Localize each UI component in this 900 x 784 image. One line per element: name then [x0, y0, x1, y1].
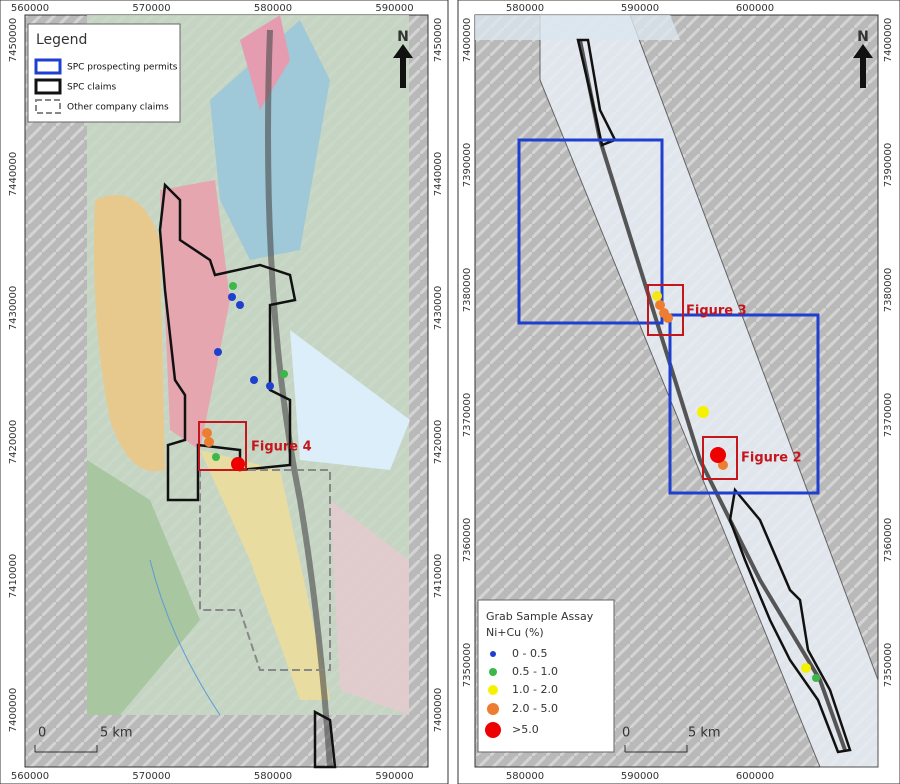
figure-label: Figure 2 [741, 451, 802, 466]
legend-item: 2.0 - 5.0 [512, 702, 558, 715]
left-map [0, 0, 449, 784]
legend-item: SPC prospecting permits [67, 63, 178, 73]
y-coord-label: 7430000 [8, 286, 19, 331]
x-coord-label: 580000 [506, 771, 544, 782]
y-coord-label: 7430000 [433, 286, 444, 331]
y-coord-label: 7350000 [883, 643, 894, 688]
y-coord-label: 7360000 [883, 518, 894, 563]
y-coord-label: 7400000 [883, 18, 894, 63]
x-coord-label: 570000 [132, 771, 170, 782]
x-coord-label: 580000 [506, 3, 544, 14]
x-coord-label: 600000 [736, 3, 774, 14]
y-coord-label: 7370000 [883, 393, 894, 438]
y-coord-label: 7400000 [433, 688, 444, 733]
legend-item: 0 - 0.5 [512, 647, 547, 660]
x-coord-label: 600000 [736, 771, 774, 782]
y-coord-label: 7440000 [433, 152, 444, 197]
x-coord-label: 580000 [254, 3, 292, 14]
right-map [457, 0, 900, 784]
north-label: N [857, 29, 869, 45]
x-coord-label: 560000 [11, 771, 49, 782]
scale-label: 5 km [100, 726, 133, 741]
y-coord-label: 7370000 [462, 393, 473, 438]
y-coord-label: 7420000 [8, 420, 19, 465]
y-coord-label: 7440000 [8, 152, 19, 197]
y-coord-label: 7380000 [462, 268, 473, 313]
legend-item: SPC claims [67, 83, 117, 93]
y-coord-label: 7360000 [462, 518, 473, 563]
legend-subtitle: Ni+Cu (%) [486, 626, 544, 639]
y-coord-label: 7450000 [433, 18, 444, 63]
x-coord-label: 560000 [11, 3, 49, 14]
figure-label: Figure 3 [686, 304, 747, 319]
y-coord-label: 7390000 [883, 143, 894, 188]
legend-item: Other company claims [67, 103, 169, 113]
figure-label: Figure 4 [251, 440, 312, 455]
y-coord-label: 7390000 [462, 143, 473, 188]
x-coord-label: 590000 [375, 3, 413, 14]
x-coord-label: 590000 [375, 771, 413, 782]
y-coord-label: 7420000 [433, 420, 444, 465]
y-coord-label: 7450000 [8, 18, 19, 63]
x-coord-label: 590000 [621, 3, 659, 14]
north-label: N [397, 29, 409, 45]
y-coord-label: 7400000 [8, 688, 19, 733]
scale-label: 0 [622, 726, 630, 741]
legend-title: Grab Sample Assay [486, 610, 594, 623]
y-coord-label: 7410000 [8, 554, 19, 599]
legend-item: 1.0 - 2.0 [512, 683, 558, 696]
x-coord-label: 580000 [254, 771, 292, 782]
legend-item: 0.5 - 1.0 [512, 665, 558, 678]
x-coord-label: 570000 [132, 3, 170, 14]
scale-label: 0 [38, 726, 46, 741]
y-coord-label: 7400000 [462, 18, 473, 63]
x-coord-label: 590000 [621, 771, 659, 782]
scale-label: 5 km [688, 726, 721, 741]
y-coord-label: 7410000 [433, 554, 444, 599]
y-coord-label: 7350000 [462, 643, 473, 688]
legend-item: >5.0 [512, 723, 539, 736]
y-coord-label: 7380000 [883, 268, 894, 313]
legend-title: Legend [36, 32, 87, 48]
